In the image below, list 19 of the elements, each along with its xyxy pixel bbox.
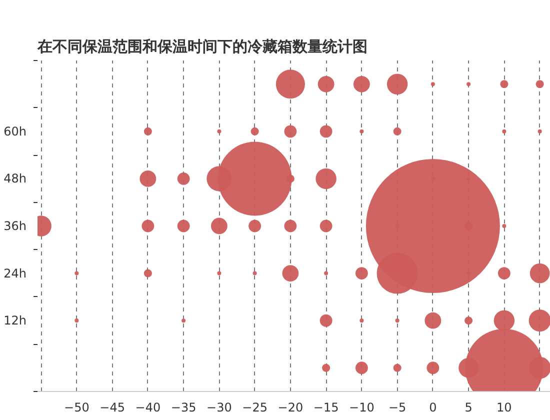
x-tick-label: −35 — [170, 400, 196, 414]
x-tick-label: 5 — [464, 400, 472, 414]
x-tick-label: −25 — [242, 400, 268, 414]
y-tick-label: 36h — [4, 219, 26, 233]
x-tick-label: −10 — [349, 400, 374, 414]
chart-title: 在不同保温范围和保温时间下的冷藏箱数量统计图 — [36, 38, 368, 56]
x-tick-label: −50 — [64, 400, 90, 414]
x-tick-label: −20 — [278, 400, 304, 414]
x-tick-label: −45 — [100, 400, 125, 414]
y-tick-label: 12h — [4, 314, 26, 328]
x-tick-label: −15 — [313, 400, 339, 414]
x-tick-label: −5 — [388, 400, 406, 414]
x-tick-label: −40 — [135, 400, 161, 414]
y-tick-label: 48h — [4, 172, 26, 186]
x-tick-label: −30 — [206, 400, 232, 414]
x-tick-label: 10 — [496, 400, 512, 414]
y-tick-label: 24h — [4, 266, 26, 280]
x-tick-label: 0 — [429, 400, 437, 414]
y-tick-label: 60h — [4, 124, 26, 138]
